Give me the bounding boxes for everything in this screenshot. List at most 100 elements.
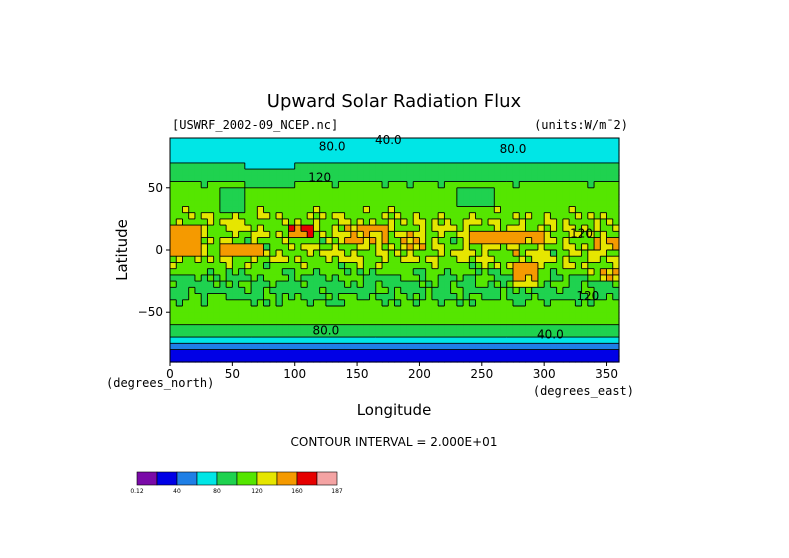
field-cell (282, 312, 290, 320)
field-cell (450, 231, 458, 239)
field-cell (531, 175, 539, 183)
field-cell (282, 355, 290, 363)
field-cell (600, 299, 608, 307)
field-cell (170, 318, 177, 326)
field-cell (182, 337, 190, 344)
field-cell (587, 194, 595, 201)
field-cell (382, 181, 389, 189)
field-cell (581, 212, 589, 220)
field-cell (263, 212, 271, 220)
field-cell (531, 318, 539, 326)
field-cell (488, 175, 495, 183)
field-cell (519, 169, 527, 176)
field-cell (500, 337, 508, 344)
field-cell (226, 218, 233, 226)
field-cell (450, 306, 458, 313)
field-cell (257, 212, 265, 220)
field-cell (357, 187, 364, 195)
field-cell (394, 299, 402, 307)
field-cell (550, 281, 558, 288)
field-cell (369, 194, 377, 201)
field-cell (469, 330, 477, 338)
field-cell (313, 312, 321, 320)
field-cell (344, 200, 352, 208)
field-cell (575, 156, 583, 164)
field-cell (400, 200, 408, 208)
field-cell (431, 268, 439, 276)
field-cell (188, 262, 196, 270)
field-cell (213, 150, 221, 158)
field-cell (394, 225, 402, 232)
field-cell (581, 231, 589, 239)
field-cell (325, 175, 333, 183)
field-cell (244, 231, 252, 239)
field-cell (544, 337, 552, 344)
field-cell (450, 318, 458, 326)
field-cell (332, 343, 339, 351)
field-cell (176, 262, 184, 270)
field-cell (575, 138, 583, 145)
field-cell (232, 243, 240, 251)
field-cell (606, 268, 614, 276)
field-cell (413, 349, 421, 357)
field-cell (344, 268, 352, 276)
field-cell (357, 212, 364, 220)
field-cell (344, 237, 352, 245)
field-cell (413, 337, 421, 344)
field-cell (357, 175, 364, 183)
field-cell (170, 281, 177, 288)
field-cell (238, 206, 246, 214)
field-cell (475, 287, 483, 295)
contour-label: 40.0 (375, 133, 402, 147)
field-cell (369, 175, 377, 183)
field-cell (194, 337, 202, 344)
field-cell (294, 150, 302, 158)
field-cell (170, 293, 177, 301)
field-cell (488, 169, 495, 176)
field-cell (375, 237, 383, 245)
field-cell (413, 237, 421, 245)
field-cell (519, 243, 527, 251)
field-cell (313, 324, 321, 332)
field-cell (201, 181, 209, 189)
field-cell (269, 256, 277, 264)
field-cell (375, 187, 383, 195)
field-cell (587, 318, 595, 326)
field-cell (456, 156, 464, 164)
field-cell (319, 262, 327, 270)
field-cell (606, 306, 614, 313)
field-cell (325, 299, 333, 307)
field-cell (562, 299, 570, 307)
field-cell (182, 299, 190, 307)
field-cell (425, 250, 433, 257)
field-cell (581, 206, 589, 214)
field-cell (569, 355, 576, 363)
field-cell (188, 293, 196, 301)
field-cell (313, 194, 321, 201)
field-cell (456, 175, 464, 183)
field-cell (456, 138, 464, 145)
y-tick-label: −50 (138, 305, 163, 319)
field-cell (344, 181, 352, 189)
field-cell (319, 256, 327, 264)
field-cell (556, 150, 564, 158)
field-cell (512, 187, 520, 195)
field-cell (344, 299, 352, 307)
field-cell (263, 299, 271, 307)
field-cell (288, 256, 296, 264)
field-cell (194, 243, 202, 251)
field-cell (313, 299, 321, 307)
field-cell (612, 162, 620, 170)
field-cell (288, 200, 296, 208)
field-cell (276, 243, 283, 251)
field-cell (537, 138, 545, 145)
field-cell (444, 324, 452, 332)
field-cell (282, 231, 290, 239)
field-cell (294, 243, 302, 251)
field-cell (400, 187, 408, 195)
field-cell (357, 262, 364, 270)
field-cell (176, 243, 184, 251)
field-cell (444, 287, 452, 295)
field-cell (481, 262, 489, 270)
field-cell (388, 225, 396, 232)
